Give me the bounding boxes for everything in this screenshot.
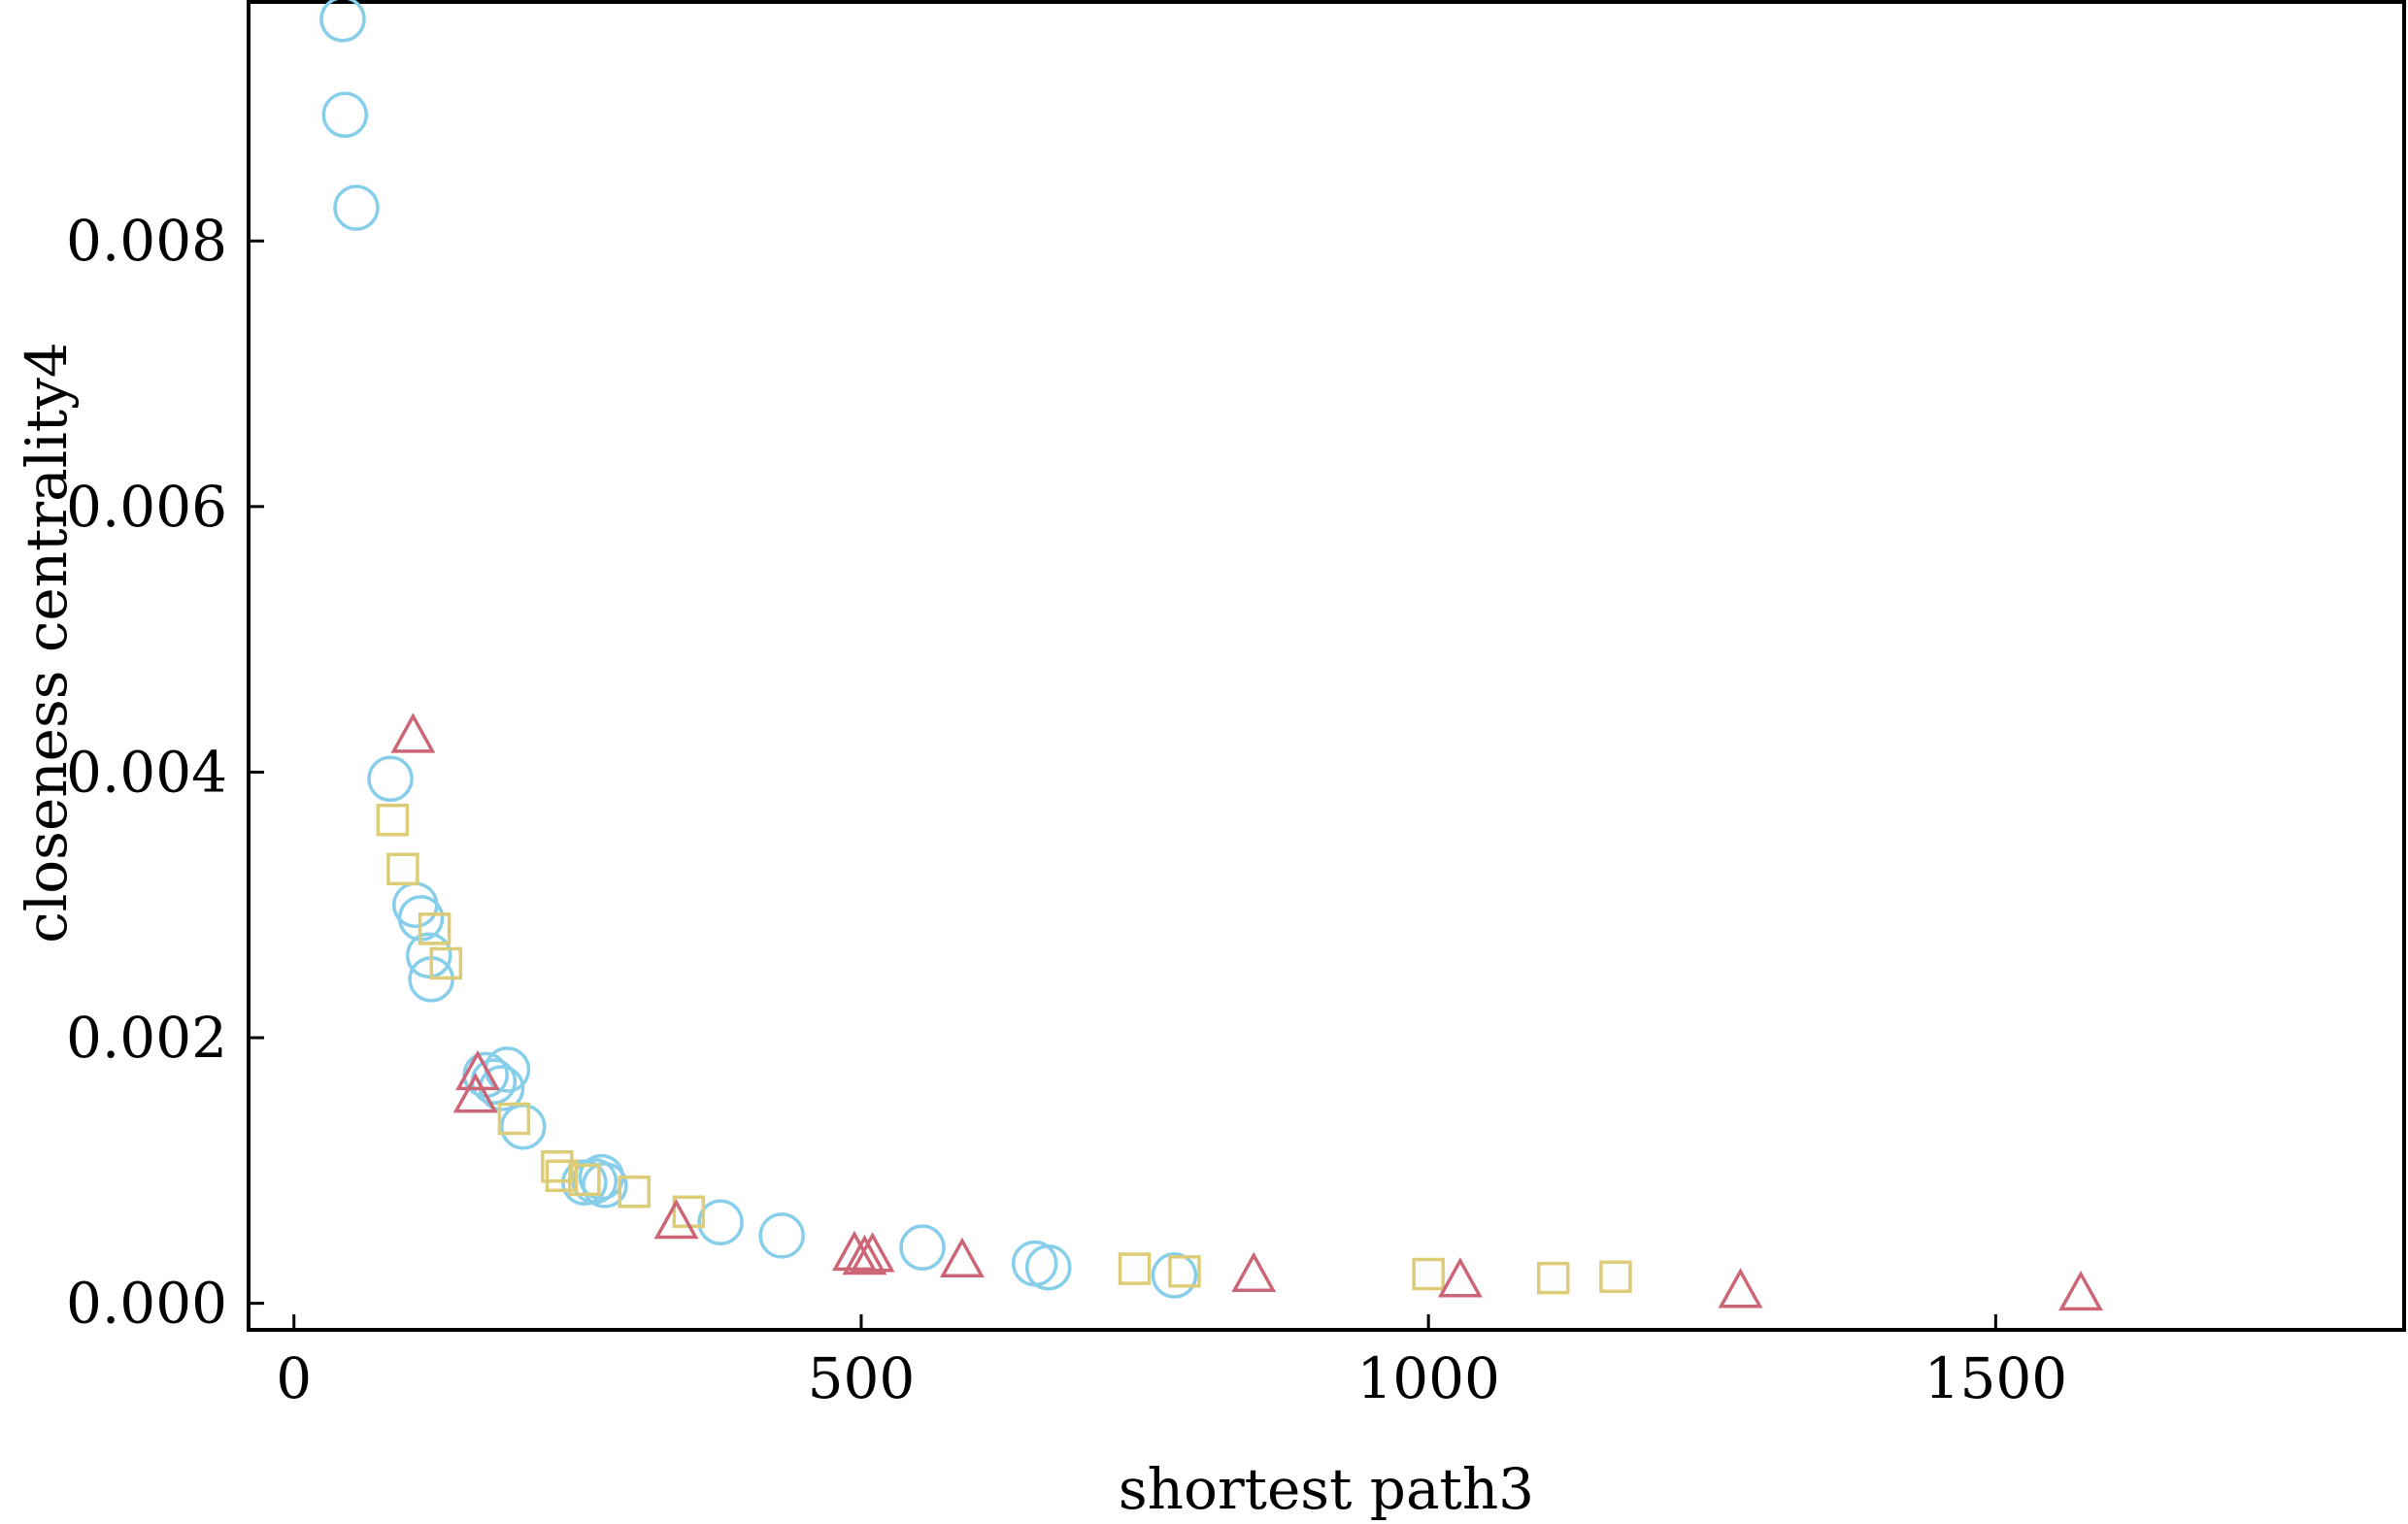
- square-point: [568, 1163, 601, 1197]
- circle-point: [319, 0, 366, 43]
- circle-point: [333, 184, 380, 231]
- square-point: [376, 803, 410, 837]
- circle-point: [899, 1224, 946, 1271]
- triangle-point: [1231, 1251, 1277, 1293]
- x-tick-label: 1000: [1356, 1345, 1500, 1411]
- circle-point: [1011, 1240, 1058, 1287]
- circle-point: [582, 1162, 628, 1209]
- square-point: [418, 912, 452, 945]
- square-point: [545, 1159, 579, 1193]
- y-tick-label: 0.006: [66, 474, 227, 540]
- x-axis-title: shortest path3: [1119, 1456, 1534, 1522]
- x-axis-ticks: 0 500 1000 1500: [276, 1314, 2067, 1411]
- triangle-point: [653, 1198, 699, 1240]
- x-tick-label: 500: [808, 1345, 916, 1411]
- y-tick-label: 0.000: [66, 1271, 227, 1337]
- circle-point: [406, 932, 452, 978]
- triangle-point: [452, 1072, 498, 1113]
- circle-point: [697, 1199, 744, 1245]
- circle-point: [1024, 1243, 1072, 1291]
- triangle-point: [831, 1230, 877, 1272]
- circle-point: [321, 91, 369, 139]
- y-axis-ticks: 0.000 0.002 0.004 0.006 0.008: [66, 208, 264, 1337]
- square-point: [1168, 1255, 1201, 1288]
- triangle-point: [842, 1234, 887, 1276]
- triangle-point: [2058, 1270, 2103, 1311]
- triangle-point: [1718, 1268, 1763, 1309]
- square-point: [1536, 1261, 1570, 1295]
- square-point: [618, 1175, 652, 1209]
- triangle-point: [850, 1232, 895, 1273]
- plot-frame: [247, 0, 2406, 1332]
- data-markers: [319, 0, 2103, 1311]
- y-tick-label: 0.002: [66, 1005, 227, 1071]
- x-tick-label: 0: [276, 1345, 312, 1411]
- triangle-point: [1437, 1257, 1483, 1298]
- square-point: [1118, 1252, 1152, 1285]
- square-point: [1412, 1257, 1445, 1291]
- circle-point: [758, 1212, 805, 1259]
- y-axis-title: closeness centrality4: [14, 342, 80, 944]
- y-tick-label: 0.008: [66, 208, 227, 274]
- triangle-point: [390, 712, 436, 753]
- square-point: [386, 852, 419, 886]
- square-point: [1599, 1260, 1632, 1294]
- circle-point: [367, 755, 414, 803]
- triangle-point: [455, 1049, 500, 1091]
- circle-point: [1151, 1252, 1198, 1299]
- y-tick-label: 0.004: [66, 739, 227, 805]
- circle-point: [500, 1103, 547, 1150]
- triangle-point: [939, 1237, 985, 1277]
- square-point: [497, 1102, 531, 1136]
- square-point: [429, 946, 463, 980]
- x-tick-label: 1500: [1924, 1345, 2068, 1411]
